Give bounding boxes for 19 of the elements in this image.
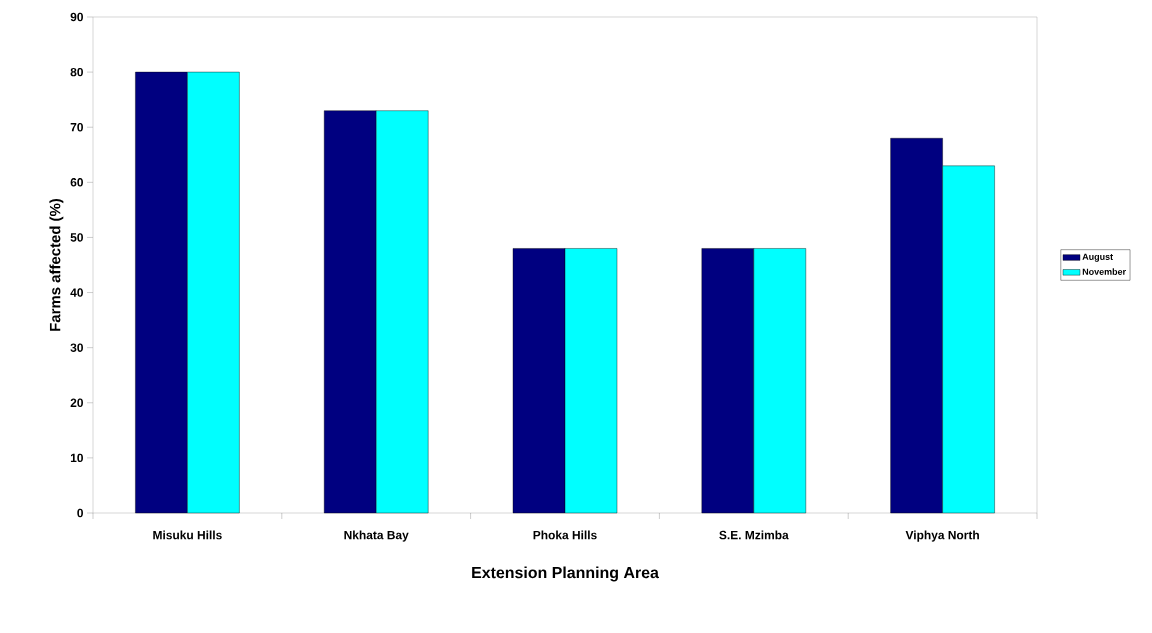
x-tick-label: Nkhata Bay [344,530,409,542]
y-tick-label: 70 [70,122,83,132]
y-axis-title: Farms affected (%) [49,198,64,331]
y-tick-label: 30 [70,343,83,352]
y-tick-label: 50 [70,233,83,242]
x-tick-label: Misuku Hills [153,530,222,540]
y-tick-label: 40 [70,288,83,297]
legend-label: August [1082,253,1113,262]
y-tick-label: 10 [70,453,83,463]
legend-label: November [1082,268,1126,275]
x-tick-label: S.E. Mzimba [719,530,789,540]
x-axis-title: Extension Planning Area [472,566,659,582]
y-tick-label: 0 [77,508,83,518]
y-tick-label: 80 [70,67,83,77]
x-tick-label: Viphya North [905,530,979,542]
y-tick-label: 60 [70,178,83,187]
y-tick-label: 90 [70,12,83,22]
y-tick-label: 20 [70,398,83,407]
x-tick-label: Phoka Hills [533,530,597,540]
